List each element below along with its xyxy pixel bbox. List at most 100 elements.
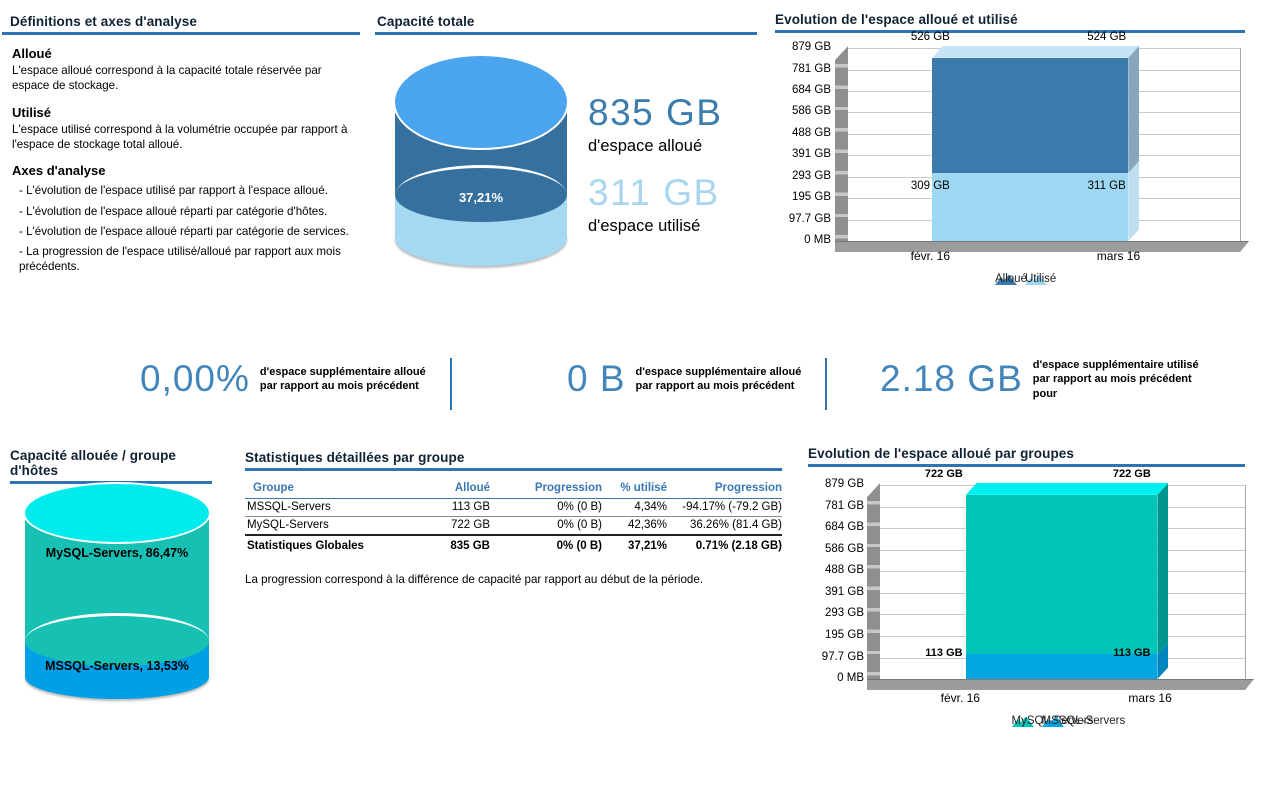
mysql-segment-label: MySQL-Servers, 86,47% — [45, 546, 189, 560]
y-axis-tick-label: 488 GB — [792, 126, 831, 139]
y-axis-tick-label: 879 GB — [792, 41, 831, 54]
bar-top-face — [932, 46, 1139, 58]
y-axis-tick-label: 488 GB — [825, 564, 864, 577]
y-axis-tick-label: 0 MB — [804, 234, 831, 247]
used-space-caption: d'espace utilisé — [588, 217, 701, 235]
y-axis-tick-label: 684 GB — [825, 521, 864, 534]
kpi-value: 0,00% — [140, 358, 250, 399]
definitions-title: Définitions et axes d'analyse — [10, 14, 197, 29]
table-cell: 835 GB — [380, 534, 490, 556]
table-header-cell: % utilisé — [602, 479, 667, 500]
value-label-top: 722 GB — [1112, 467, 1151, 480]
bar-side-face — [1157, 483, 1168, 654]
x-axis-category-label: mars 16 — [1096, 249, 1141, 264]
evolution-groups-title: Evolution de l'espace alloué par groupes — [808, 446, 1075, 461]
evolution-allocated-used-chart: 879 GB 781 GB 684 GB 586 GB 488 GB 391 GB 293 … — [775, 30, 1245, 323]
definition-heading-utilise: Utilisé — [12, 104, 52, 120]
total-capacity-title: Capacité totale — [377, 14, 475, 29]
kpi-value: 0 B — [567, 358, 626, 399]
y-axis-tick-label: 97.7 GB — [788, 212, 831, 225]
axes-bullet-4: - La progression de l'espace utilisé/all… — [19, 245, 341, 274]
kpi-used-gb: 2.18 GB d'espace supplémentaire utilisé … — [880, 358, 1223, 401]
y-axis-tick-label: 391 GB — [825, 585, 864, 598]
table-header-cell: Groupe — [245, 479, 380, 500]
mssql-segment-label: MSSQL-Servers, 13,53% — [45, 659, 189, 673]
total-capacity-panel: Capacité totale 37,21% 835 GB d'espace a… — [375, 14, 757, 266]
definitions-panel: Définitions et axes d'analyse Alloué L'e… — [2, 14, 360, 275]
definition-body-alloue: L'espace alloué correspond à la capacité… — [12, 64, 322, 93]
table-cell: MSSQL-Servers — [245, 498, 380, 518]
legend-mountain-icon — [1025, 274, 1047, 285]
used-space-value: 311 GB — [588, 172, 720, 213]
allocated-space-value: 835 GB — [588, 92, 723, 133]
table-cell: 4,34% — [602, 498, 667, 518]
evolution-groups-chart: 879 GB 781 GB 684 GB 586 GB 488 GB 391 GB 293 … — [808, 467, 1245, 767]
evolution-groups-panel: Evolution de l'espace alloué par groupes… — [808, 446, 1245, 767]
group-capacity-title: Capacité allouée / groupe d'hôtes — [10, 448, 177, 479]
value-label-top: 722 GB — [924, 467, 963, 480]
evolution-allocated-used-panel: Evolution de l'espace alloué et utilisé … — [775, 12, 1245, 323]
table-cell: 0.71% (2.18 GB) — [667, 534, 782, 556]
bar-side-face — [1128, 46, 1139, 173]
value-label-bottom: 311 GB — [1087, 179, 1126, 192]
value-label-top: 524 GB — [1087, 30, 1127, 43]
legend-mountain-icon — [995, 274, 1017, 285]
legend-label: Utilisé — [1025, 273, 1057, 286]
table-cell: 0% (0 B) — [490, 498, 602, 518]
kpi-caption: d'espace supplémentaire utilisé par rapp… — [1032, 359, 1199, 400]
value-label-bottom: 113 GB — [925, 647, 963, 660]
legend-label: Alloué — [995, 273, 1027, 286]
bar-side-face — [1157, 642, 1168, 679]
cylinder-mysql-bottom-cap — [25, 616, 209, 666]
progression-footnote: La progression correspond à la différenc… — [245, 573, 704, 587]
table-cell: 0% (0 B) — [490, 516, 602, 536]
y-axis-tick-label: 293 GB — [825, 607, 864, 620]
title-underline — [245, 468, 782, 472]
table-header-cell: Progression — [490, 479, 602, 500]
kpi-value: 2.18 GB — [880, 358, 1023, 400]
y-axis-tick-label: 879 GB — [825, 478, 864, 491]
kpi-caption: d'espace supplémentaire alloué par rappo… — [635, 365, 802, 392]
kpi-divider — [450, 358, 452, 410]
kpi-caption: d'espace supplémentaire alloué par rappo… — [259, 365, 426, 392]
table-cell: -94.17% (-79.2 GB) — [667, 498, 782, 518]
bar-segment-mysql-servers — [965, 494, 1063, 655]
y-axis-tick-label: 391 GB — [792, 148, 831, 161]
detailed-statistics-panel: Statistiques détaillées par groupe Group… — [245, 450, 782, 586]
table-cell: 42,36% — [602, 516, 667, 536]
bar-segment-mysql-servers — [1061, 494, 1158, 655]
table-row: MSSQL-Servers 113 GB 0% (0 B) 4,34% -94.17% … — [245, 498, 782, 518]
table-total-row: Statistiques Globales 835 GB 0% (0 B) 37,21… — [245, 534, 782, 556]
plot-right-border — [1245, 485, 1246, 680]
group-capacity-panel: Capacité allouée / groupe d'hôtes MySQL-… — [10, 448, 215, 699]
axes-bullet-1: - L'évolution de l'espace utilisé par ra… — [19, 184, 328, 198]
group-capacity-cylinder-chart: MySQL-Servers, 86,47% MSSQL-Servers, 13,… — [23, 480, 211, 704]
legend-mountain-icon — [1011, 716, 1034, 727]
title-underline — [775, 30, 1245, 34]
cylinder-top-ellipse — [23, 482, 211, 544]
chart-floor — [867, 679, 1254, 690]
table-header-cell: Progression — [667, 479, 782, 500]
y-axis-tick-label: 97.7 GB — [821, 650, 864, 663]
bar-segment-utilis- — [1030, 172, 1129, 242]
used-percent-label: 37,21% — [458, 190, 504, 205]
y-axis-tick-label: 195 GB — [792, 191, 831, 204]
total-capacity-cylinder-chart: 37,21% — [393, 48, 569, 272]
plot-right-border — [1240, 48, 1241, 242]
definition-body-utilise: L'espace utilisé correspond à la volumét… — [12, 122, 348, 151]
y-axis-tick-label: 0 MB — [837, 672, 864, 685]
table-cell: 36.26% (81.4 GB) — [667, 516, 782, 536]
legend-mountain-icon — [1041, 716, 1064, 727]
kpi-allocated-percent: 0,00% d'espace supplémentaire alloué par… — [140, 358, 426, 400]
x-axis-category-label: févr. 16 — [910, 249, 950, 264]
y-axis-tick-label: 684 GB — [792, 83, 831, 96]
value-label-top: 526 GB — [910, 30, 950, 43]
detailed-statistics-title: Statistiques détaillées par groupe — [245, 450, 465, 465]
allocated-space-caption: d'espace alloué — [588, 137, 703, 155]
table-header-row: Groupe Alloué Progression% utilisé Progress… — [245, 479, 782, 500]
y-axis-tick-label: 586 GB — [792, 105, 831, 118]
definition-heading-alloue: Alloué — [12, 46, 52, 62]
table-cell: MySQL-Servers — [245, 516, 380, 536]
x-axis-category-label: févr. 16 — [940, 691, 980, 706]
